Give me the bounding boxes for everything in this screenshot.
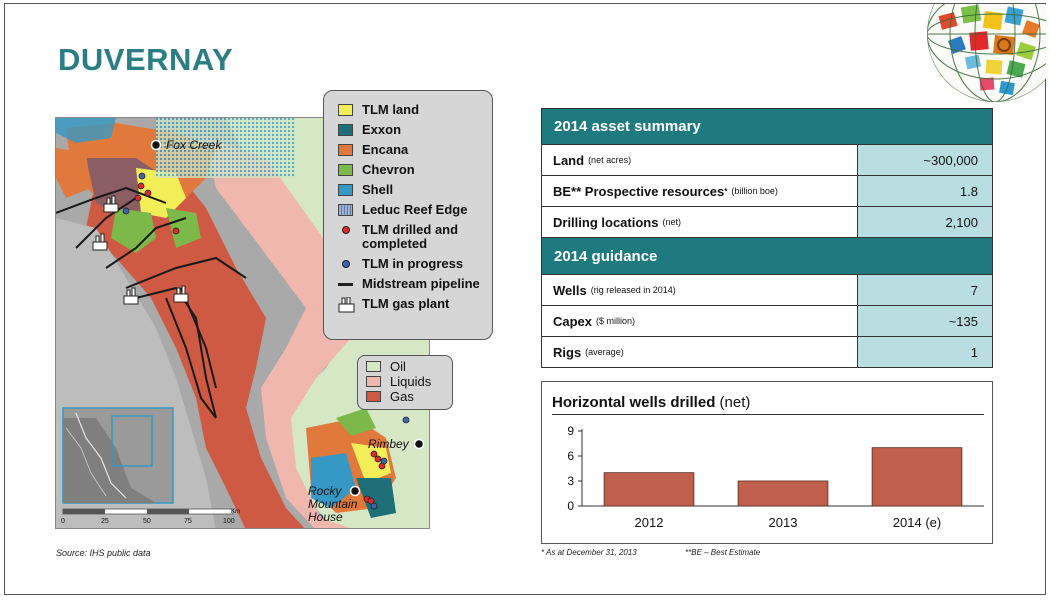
scale-tick: 25 xyxy=(101,518,109,525)
chart-title: Horizontal wells drilled (net) xyxy=(552,394,751,411)
bar-2014-e xyxy=(871,447,963,507)
scale-unit: Km xyxy=(231,509,240,515)
exxon-swatch xyxy=(338,124,353,136)
legend-item-tlm-in-progress: TLM in progress xyxy=(338,257,492,271)
footnote-as-at: * As at December 31, 2013 xyxy=(541,548,637,557)
legend-item-shell: Shell xyxy=(338,183,492,197)
oil-swatch xyxy=(366,361,381,372)
place-rocky-mountain-house: Rocky Mountain House xyxy=(308,484,358,524)
map-markers xyxy=(92,139,425,510)
legend-item-encana: Encana xyxy=(338,143,492,157)
table-row: Land (net acres) ~300,000 xyxy=(541,145,993,176)
leduc-reef-hatch-swatch xyxy=(338,204,353,216)
legend-item-chevron: Chevron xyxy=(338,163,492,177)
x-tick-label: 2014 (e) xyxy=(893,515,941,530)
land-value: ~300,000 xyxy=(858,145,992,175)
capex-value: ~135 xyxy=(858,306,992,336)
scale-tick: 100 xyxy=(223,518,235,525)
map-legend: TLM land Exxon Encana Chevron Shell Ledu… xyxy=(323,90,493,340)
table-row: Capex ($ million) ~135 xyxy=(541,306,993,337)
prospective-resources-value: 1.8 xyxy=(858,176,992,206)
drilling-locations-value: 2,100 xyxy=(858,207,992,237)
legend-item-tlm-land: TLM land xyxy=(338,103,492,117)
gas-plant-icon xyxy=(338,297,355,313)
y-tick-label: 6 xyxy=(567,449,574,463)
horizontal-wells-chart: Horizontal wells drilled (net) 0 3 6 9 2012 2… xyxy=(541,381,993,544)
x-tick-label: 2012 xyxy=(635,515,664,530)
chevron-swatch xyxy=(338,164,353,176)
footnote-be: **BE – Best Estimate xyxy=(685,548,761,557)
liquids-swatch xyxy=(366,376,381,387)
fluid-legend: Oil Liquids Gas xyxy=(357,355,453,410)
y-tick-label: 9 xyxy=(567,424,574,438)
legend-item-gas: Gas xyxy=(366,390,452,404)
scale-bar xyxy=(62,508,234,515)
shell-swatch xyxy=(338,184,353,196)
wells-value: 7 xyxy=(858,275,992,305)
legend-item-tlm-gas-plant: TLM gas plant xyxy=(338,297,492,313)
x-tick-label: 2013 xyxy=(769,515,798,530)
place-rimbey: Rimbey xyxy=(368,437,409,451)
legend-item-oil: Oil xyxy=(366,360,452,374)
table-row: Wells (rig released in 2014) 7 xyxy=(541,275,993,306)
rigs-value: 1 xyxy=(858,337,992,367)
asset-summary-heading: 2014 asset summary xyxy=(541,108,993,145)
legend-item-tlm-drilled: TLM drilled and completed xyxy=(338,223,492,251)
encana-swatch xyxy=(338,144,353,156)
table-row: Rigs (average) 1 xyxy=(541,337,993,368)
town-marker xyxy=(150,139,425,497)
y-tick-label: 0 xyxy=(567,499,574,513)
globe-logo-icon xyxy=(927,4,1046,102)
legend-item-exxon: Exxon xyxy=(338,123,492,137)
table-row: BE** Prospective resources * (billion boe)… xyxy=(541,176,993,207)
asset-summary-table: 2014 asset summary Land (net acres) ~300,… xyxy=(541,108,993,368)
pipeline-line-icon xyxy=(338,283,353,286)
legend-item-liquids: Liquids xyxy=(366,375,452,389)
chart-title-rule xyxy=(552,414,984,415)
legend-item-midstream-pipeline: Midstream pipeline xyxy=(338,277,492,291)
place-fox-creek: Fox Creek xyxy=(166,138,222,152)
tlm-land-swatch xyxy=(338,104,353,116)
scale-tick: 75 xyxy=(184,518,192,525)
guidance-heading: 2014 guidance xyxy=(541,238,993,275)
slide-title: DUVERNAY xyxy=(58,42,234,77)
table-row: Drilling locations (net) 2,100 xyxy=(541,207,993,238)
scale-tick: 50 xyxy=(143,518,151,525)
legend-item-leduc-reef-edge: Leduc Reef Edge xyxy=(338,203,492,217)
bar-2013 xyxy=(737,480,829,507)
y-tick-label: 3 xyxy=(567,474,574,488)
bar-2012 xyxy=(603,472,695,507)
scale-tick: 0 xyxy=(61,518,65,525)
gas-swatch xyxy=(366,391,381,402)
source-note: Source: IHS public data xyxy=(56,548,151,558)
bar-chart-plot: 0 3 6 9 2012 2013 2014 (e) xyxy=(567,424,984,530)
red-dot-icon xyxy=(342,226,350,234)
blue-dot-icon xyxy=(342,260,350,268)
